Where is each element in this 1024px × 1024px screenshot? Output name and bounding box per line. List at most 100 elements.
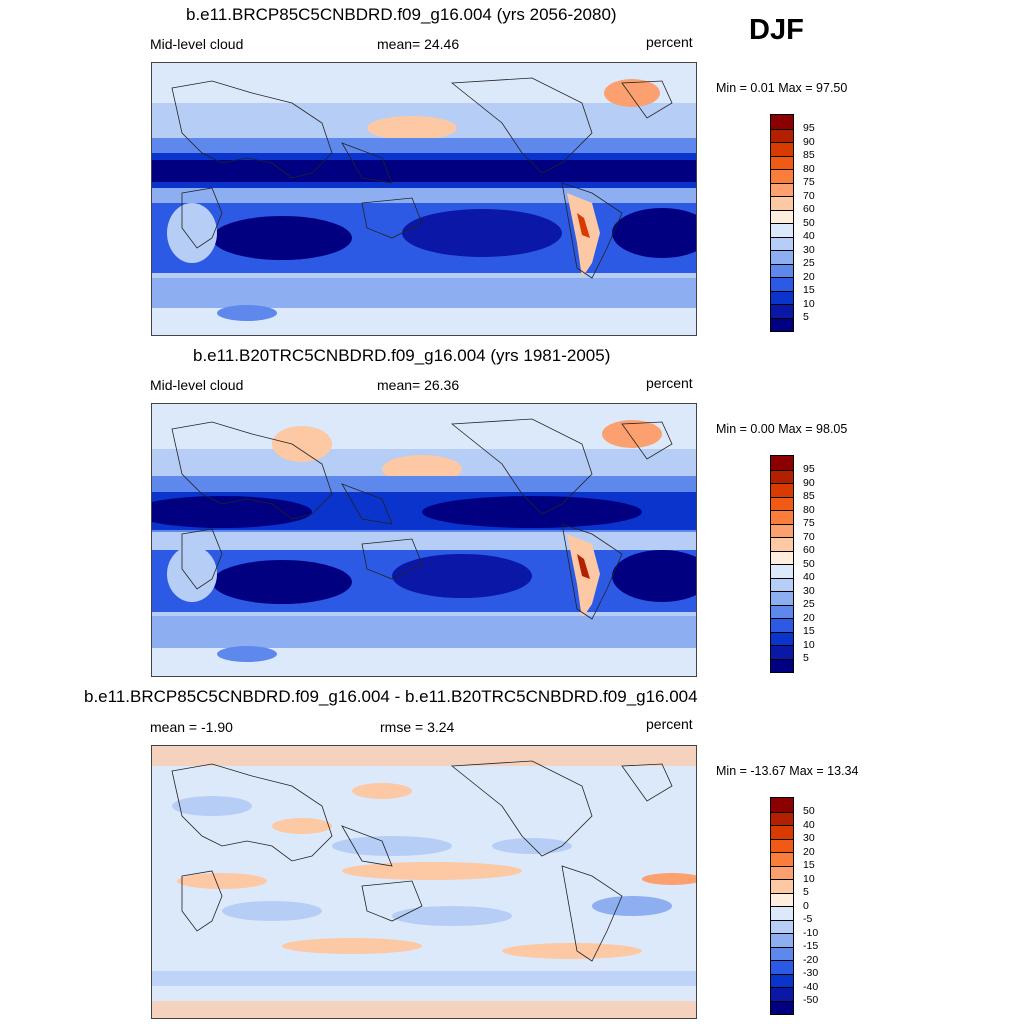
colorbar-swatch — [771, 317, 793, 331]
colorbar-tick: 30 — [803, 243, 815, 256]
colorbar-tick: 70 — [803, 530, 815, 543]
colorbar-tick: 30 — [803, 832, 815, 844]
season-label: DJF — [749, 14, 804, 46]
colorbar-tick: 70 — [803, 189, 815, 202]
colorbar-tick: -10 — [803, 926, 819, 939]
colorbar-tick: -40 — [803, 980, 819, 993]
panel3-rmse-label: rmse = 3.24 — [380, 719, 455, 735]
colorbar-swatch — [771, 658, 793, 672]
panel3-title: b.e11.BRCP85C5CNBDRD.f09_g16.004 - b.e11… — [84, 687, 698, 706]
colorbar-swatch — [771, 496, 793, 510]
panel3-units-label: percent — [646, 716, 693, 732]
panel2-cloud-field — [152, 404, 696, 676]
colorbar-tick: 25 — [803, 598, 815, 610]
colorbar-tick: 10 — [803, 297, 815, 310]
colorbar-tick: 80 — [803, 162, 815, 175]
colorbar-swatch — [771, 469, 793, 483]
colorbar-swatch — [771, 1000, 793, 1014]
colorbar-swatch — [771, 236, 793, 250]
colorbar-swatch — [771, 169, 793, 183]
colorbar-tick: -5 — [803, 913, 813, 925]
colorbar-tick: 95 — [803, 463, 815, 475]
colorbar-tick: 25 — [803, 257, 815, 269]
colorbar-tick: -20 — [803, 953, 819, 966]
colorbar-swatch — [771, 182, 793, 196]
colorbar-swatch — [771, 564, 793, 578]
panel3-difference-field — [152, 746, 696, 1018]
colorbar-swatch — [771, 115, 793, 129]
panel1-variable-label: Mid-level cloud — [150, 36, 244, 52]
panel2-mean-label: mean= 26.36 — [377, 377, 460, 393]
colorbar-tick: -15 — [803, 940, 819, 952]
colorbar-tick: 20 — [803, 611, 815, 624]
colorbar-swatch — [771, 798, 793, 812]
colorbar-swatch — [771, 591, 793, 605]
colorbar-swatch — [771, 128, 793, 142]
colorbar-swatch — [771, 209, 793, 223]
colorbar-tick: 90 — [803, 476, 815, 489]
colorbar-tick: 95 — [803, 122, 815, 134]
colorbar-swatch — [771, 631, 793, 645]
colorbar-tick: -30 — [803, 967, 819, 979]
colorbar-swatch — [771, 155, 793, 169]
colorbar-tick: 30 — [803, 584, 815, 597]
colorbar-swatch — [771, 523, 793, 537]
colorbar-tick: 20 — [803, 270, 815, 283]
colorbar-swatch — [771, 142, 793, 156]
colorbar-swatch — [771, 263, 793, 277]
colorbar-swatch — [771, 906, 793, 920]
colorbar-tick: 50 — [803, 557, 815, 570]
panel1-units-label: percent — [646, 34, 693, 50]
colorbar-swatch — [771, 919, 793, 933]
panel1-title: b.e11.BRCP85C5CNBDRD.f09_g16.004 (yrs 20… — [186, 5, 617, 24]
colorbar-swatch — [771, 946, 793, 960]
colorbar-tick: 40 — [803, 818, 815, 831]
colorbar-swatch — [771, 550, 793, 564]
panel1-map — [151, 62, 697, 336]
colorbar-tick: 60 — [803, 203, 815, 215]
colorbar-tick: 40 — [803, 571, 815, 583]
colorbar-tick: 75 — [803, 517, 815, 529]
colorbar-tick: 75 — [803, 176, 815, 188]
colorbar-tick: 90 — [803, 135, 815, 148]
colorbar-tick: 50 — [803, 805, 815, 817]
colorbar-tick: -50 — [803, 994, 819, 1006]
panel1-minmax: Min = 0.01 Max = 97.50 — [716, 81, 848, 95]
colorbar-swatch — [771, 250, 793, 264]
panel2-title: b.e11.B20TRC5CNBDRD.f09_g16.004 (yrs 198… — [193, 346, 611, 365]
colorbar-swatch — [771, 892, 793, 906]
panel2-minmax: Min = 0.00 Max = 98.05 — [716, 422, 848, 436]
panel1-cloud-field — [152, 63, 696, 335]
panel2-units-label: percent — [646, 375, 693, 391]
colorbar-swatch — [771, 811, 793, 825]
colorbar-swatch — [771, 838, 793, 852]
colorbar-tick: 15 — [803, 859, 815, 871]
colorbar-tick: 85 — [803, 490, 815, 502]
colorbar-swatch — [771, 456, 793, 470]
colorbar-swatch — [771, 223, 793, 237]
colorbar-swatch — [771, 304, 793, 318]
colorbar-swatch — [771, 290, 793, 304]
colorbar-tick: 10 — [803, 872, 815, 885]
panel2-map — [151, 403, 697, 677]
colorbar-tick: 5 — [803, 886, 809, 898]
colorbar-tick: 60 — [803, 544, 815, 556]
colorbar-swatch — [771, 852, 793, 866]
colorbar-tick: 0 — [803, 899, 809, 912]
colorbar-tick: 85 — [803, 149, 815, 161]
colorbar-swatch — [771, 973, 793, 987]
panel3-colorbar — [770, 797, 794, 1015]
colorbar-tick: 15 — [803, 625, 815, 637]
panel1-colorbar — [770, 114, 794, 332]
colorbar-swatch — [771, 865, 793, 879]
colorbar-swatch — [771, 577, 793, 591]
colorbar-tick: 15 — [803, 284, 815, 296]
colorbar-swatch — [771, 196, 793, 210]
colorbar-swatch — [771, 604, 793, 618]
colorbar-swatch — [771, 618, 793, 632]
colorbar-swatch — [771, 933, 793, 947]
colorbar-swatch — [771, 825, 793, 839]
colorbar-tick: 80 — [803, 503, 815, 516]
colorbar-tick: 5 — [803, 652, 809, 664]
colorbar-swatch — [771, 510, 793, 524]
